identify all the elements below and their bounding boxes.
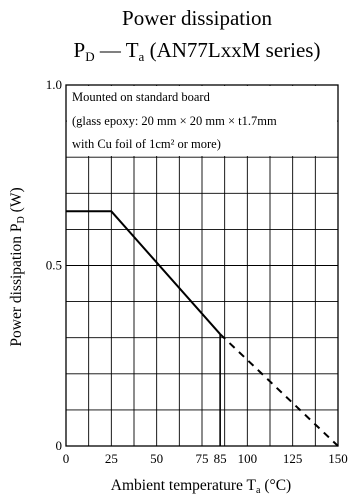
y-axis-label-sub: D (16, 216, 27, 223)
chart-title-line1: Power dissipation (122, 6, 272, 30)
chart-title-line2: PD — Ta (AN77LxxM series) (74, 38, 321, 64)
y-tick-label-2: 1.0 (46, 77, 62, 92)
x-tick-label-7: 150 (328, 451, 348, 466)
tick-labels: 0 25 50 75 85 100 125 150 0 0.5 1.0 (46, 77, 348, 466)
x-tick-label-2: 50 (150, 451, 163, 466)
title-p-sub: D (85, 49, 94, 64)
title-dash: — (95, 38, 126, 62)
annotation-line-1: Mounted on standard board (72, 90, 211, 104)
y-axis-label: Power dissipation PD (W) (8, 187, 27, 346)
title-p: P (74, 38, 86, 62)
x-axis-label-unit: (°C) (260, 477, 291, 494)
x-tick-label-3: 75 (196, 451, 209, 466)
y-axis-label-main: Power dissipation P (8, 223, 25, 346)
title-t-sub: a (139, 49, 145, 64)
x-axis-label: Ambient temperature Ta (°C) (111, 477, 291, 496)
annotation-line-2: (glass epoxy: 20 mm × 20 mm × t1.7mm (72, 114, 277, 128)
title-rest: (AN77LxxM series) (144, 38, 320, 62)
series-line-dashed (219, 333, 339, 447)
x-tick-label-4: 85 (214, 451, 227, 466)
x-tick-label-5: 100 (238, 451, 258, 466)
x-tick-label-6: 125 (283, 451, 303, 466)
data-series (66, 210, 339, 447)
annotation-line-3: with Cu foil of 1cm² or more) (72, 137, 221, 151)
plot-frame (65, 84, 339, 447)
x-tick-label-1: 25 (105, 451, 118, 466)
x-axis-label-sub: a (256, 485, 261, 496)
annotation-box (67, 86, 337, 156)
series-line-solid (66, 210, 221, 335)
title-t: T (126, 38, 139, 62)
x-axis-label-main: Ambient temperature T (111, 477, 257, 494)
y-tick-label-1: 0.5 (46, 258, 62, 273)
y-tick-label-0: 0 (56, 438, 63, 453)
x-tick-label-0: 0 (63, 451, 70, 466)
y-axis-label-unit: (W) (8, 187, 25, 216)
